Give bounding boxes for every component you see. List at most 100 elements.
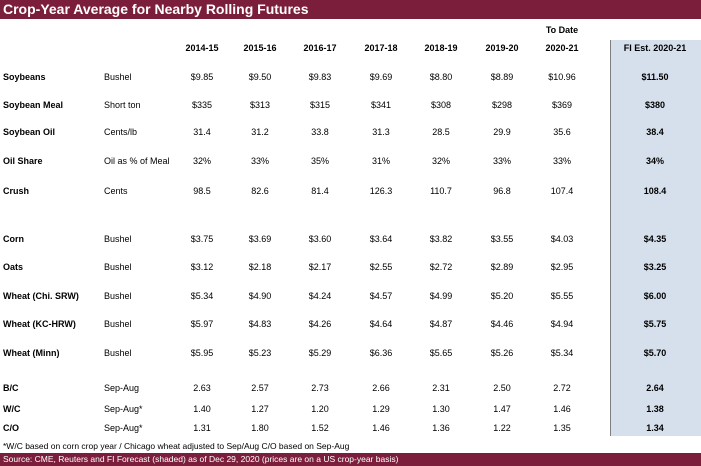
value-cell: $9.69 [369,72,393,82]
value-cell: 31.2 [251,127,269,137]
value-cell: 2.72 [553,383,571,393]
value-cell: $308 [430,100,452,110]
value-cell: 2.63 [193,383,211,393]
value-cell: $4.64 [369,319,393,329]
value-cell: $3.55 [490,234,514,244]
forecast-cell: 1.38 [646,404,664,414]
column-header: 2015-16 [243,43,277,53]
row-unit: Cents/lb [104,127,138,137]
row-label: Oil Share [3,156,43,166]
value-cell: $4.57 [369,291,393,301]
value-cell: 33.8 [311,127,329,137]
row-label: Oats [3,262,24,272]
row-label: Soybeans [3,72,46,82]
value-cell: $3.69 [248,234,272,244]
value-cell: 81.4 [311,186,329,196]
value-cell: 33% [492,156,511,166]
forecast-cell: 2.64 [646,383,664,393]
value-cell: 110.7 [430,186,452,196]
value-cell: $6.36 [369,348,393,358]
row-unit: Sep-Aug* [104,423,143,433]
value-cell: $2.55 [369,262,393,272]
value-cell: $4.94 [550,319,574,329]
forecast-cell: $4.35 [643,234,667,244]
value-cell: $8.89 [490,72,514,82]
value-cell: $9.85 [190,72,214,82]
value-cell: $5.29 [308,348,332,358]
value-cell: 1.20 [311,404,329,414]
value-cell: 35% [310,156,329,166]
value-cell: $5.55 [550,291,574,301]
forecast-cell: 34% [645,156,664,166]
value-cell: $9.83 [308,72,332,82]
value-cell: $4.99 [429,291,453,301]
value-cell: 2.57 [251,383,269,393]
value-cell: $8.80 [429,72,453,82]
value-cell: 107.4 [550,186,574,196]
value-cell: 33% [250,156,269,166]
value-cell: 1.46 [372,423,390,433]
source-text: Source: CME, Reuters and FI Forecast (sh… [3,454,399,464]
value-cell: $4.90 [248,291,272,301]
column-header: 2019-20 [485,43,519,53]
value-cell: 1.30 [432,404,450,414]
value-cell: $4.03 [550,234,574,244]
value-cell: $5.34 [190,291,214,301]
value-cell: $315 [309,100,331,110]
forecast-cell: $11.50 [641,72,669,82]
forecast-divider [610,40,611,436]
value-cell: $5.65 [429,348,453,358]
value-cell: $4.24 [308,291,332,301]
value-cell: 1.35 [553,423,571,433]
row-unit: Short ton [104,100,141,110]
value-cell: $3.12 [190,262,214,272]
value-cell: $341 [370,100,392,110]
page-title: Crop-Year Average for Nearby Rolling Fut… [3,1,309,17]
column-header: 2014-15 [185,43,219,53]
value-cell: 32% [192,156,211,166]
footnote: *W/C based on corn crop year / Chicago w… [3,441,350,451]
row-label: Wheat (Minn) [3,348,60,358]
value-cell: 31.4 [193,127,211,137]
value-cell: $10.96 [548,72,576,82]
to-date-label: To Date [545,25,579,35]
value-cell: $3.75 [190,234,214,244]
forecast-cell: $380 [644,100,666,110]
value-cell: 126.3 [369,186,393,196]
value-cell: 2.50 [493,383,511,393]
row-unit: Bushel [104,348,132,358]
value-cell: 28.5 [432,127,450,137]
row-unit: Sep-Aug* [104,404,143,414]
value-cell: 1.40 [193,404,211,414]
row-unit: Oil as % of Meal [104,156,170,166]
column-header: 2016-17 [303,43,337,53]
value-cell: $4.83 [248,319,272,329]
row-label: Soybean Oil [3,127,56,137]
forecast-cell: 38.4 [646,127,664,137]
value-cell: 1.80 [251,423,269,433]
value-cell: 31% [371,156,390,166]
value-cell: $2.18 [248,262,272,272]
value-cell: $4.87 [429,319,453,329]
row-label: Corn [3,234,24,244]
value-cell: 1.52 [311,423,329,433]
forecast-cell: $6.00 [643,291,667,301]
value-cell: 98.5 [193,186,211,196]
value-cell: $9.50 [248,72,272,82]
value-cell: 1.47 [493,404,511,414]
column-header: 2017-18 [364,43,398,53]
value-cell: $4.46 [490,319,514,329]
row-unit: Bushel [104,291,132,301]
value-cell: $335 [191,100,213,110]
forecast-cell: $5.75 [643,319,667,329]
value-cell: $313 [249,100,271,110]
row-unit: Cents [104,186,128,196]
value-cell: 32% [431,156,450,166]
value-cell: 1.22 [493,423,511,433]
row-label: Wheat (KC-HRW) [3,319,76,329]
value-cell: $2.17 [308,262,332,272]
value-cell: 33% [552,156,571,166]
value-cell: $3.64 [369,234,393,244]
value-cell: 31.3 [372,127,390,137]
row-unit: Sep-Aug [104,383,140,393]
